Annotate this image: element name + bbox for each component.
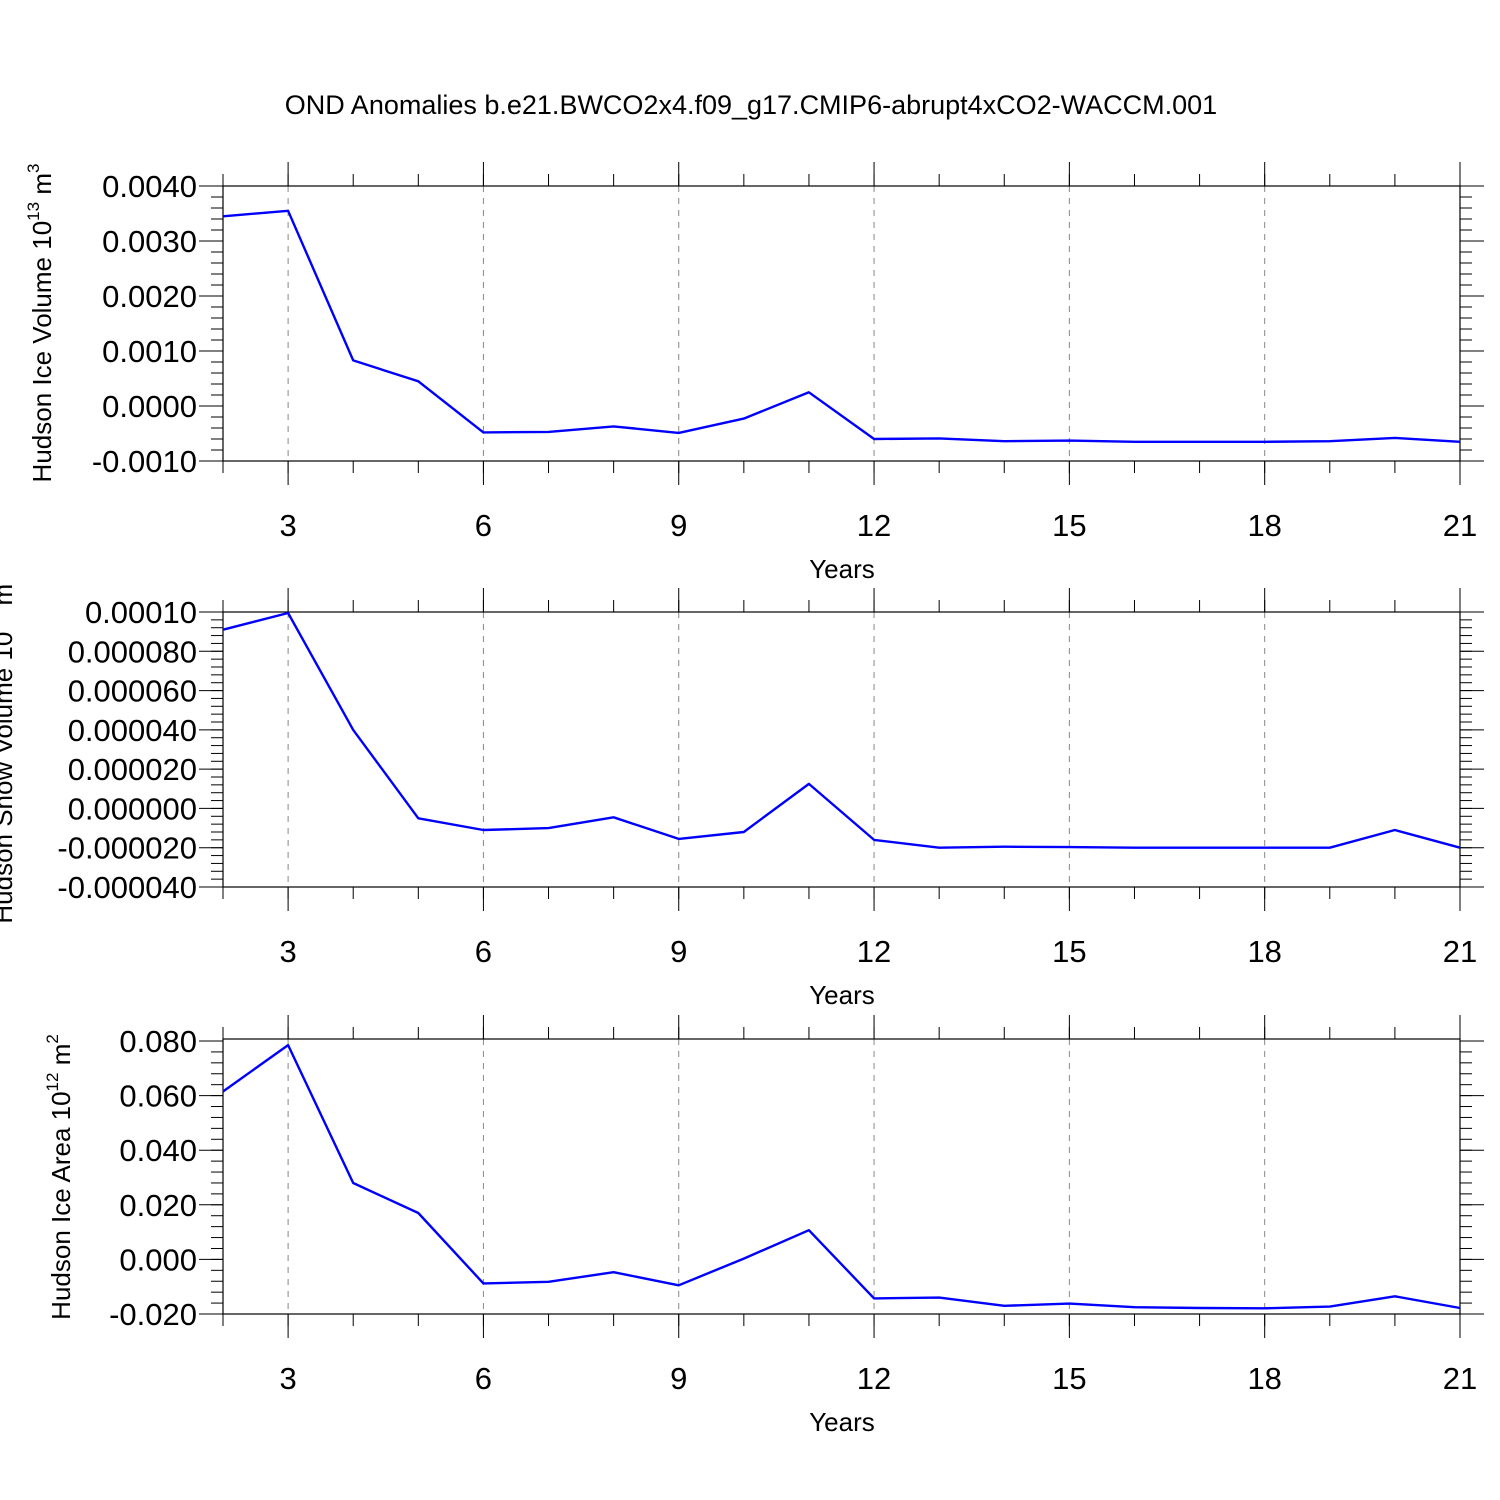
y-tick-label: 0.020 — [119, 1188, 197, 1223]
x-tick-label: 15 — [1052, 508, 1086, 543]
panel-1: 3 6 9 12 15 18 21 0.0040 0.0030 0.0020 0.0010 0.000… — [24, 162, 1484, 584]
x-tick-label: 15 — [1052, 934, 1086, 969]
y-axis-label-text: Hudson Ice Area 10 — [46, 1091, 76, 1319]
y-axis-label-text: Hudson Snow Volume 10 — [0, 632, 18, 924]
y-tick-label: 0.000000 — [68, 791, 197, 826]
x-tick-label: 6 — [475, 1361, 492, 1396]
x-tick-label: 3 — [279, 1361, 296, 1396]
y-axis-label: Hudson Ice Area 1012 m2 — [43, 1034, 76, 1320]
y-tick-label: -0.020 — [109, 1297, 197, 1332]
panel-2: 3 6 9 12 15 18 21 0.00010 0.000080 0.000060 0.0000… — [0, 574, 1484, 1010]
y-axis-label-exponent: 13 — [0, 613, 4, 632]
x-tick-label: 15 — [1052, 1361, 1086, 1396]
y-axis-label: Hudson Ice Volume 1013 m3 — [24, 164, 57, 483]
plot-frame — [222, 1038, 1461, 1315]
x-tick-label: 21 — [1443, 1361, 1477, 1396]
y-tick-label: -0.000020 — [57, 831, 197, 866]
y-axis-label-unit-exponent: 2 — [43, 1034, 62, 1043]
x-axis-label: Years — [809, 980, 875, 1010]
x-tick-label: 21 — [1443, 508, 1477, 543]
x-tick-label: 6 — [475, 934, 492, 969]
series-line — [222, 611, 1461, 849]
y-axis-label-unit-exponent: 3 — [0, 574, 4, 583]
y-tick-label: 0.000020 — [68, 752, 197, 787]
x-tick-label: 21 — [1443, 934, 1477, 969]
y-axis-label-exponent: 13 — [24, 202, 43, 221]
panel-3: 3 6 9 12 15 18 21 0.080 0.060 0.040 0.020 0.000 -0.0… — [43, 1015, 1484, 1437]
x-tick-label: 18 — [1247, 1361, 1281, 1396]
plot-frame — [222, 611, 1461, 888]
x-axis-label: Years — [809, 1407, 875, 1437]
y-tick-label: 0.080 — [119, 1024, 197, 1059]
y-tick-label: 0.060 — [119, 1079, 197, 1114]
y-tick-label: 0.040 — [119, 1133, 197, 1168]
y-tick-label: 0.000080 — [68, 634, 197, 669]
y-axis-label-unit: m — [46, 1044, 76, 1073]
y-axis-label-unit: m — [27, 173, 57, 202]
x-tick-label: 12 — [857, 508, 891, 543]
y-tick-label: 0.0010 — [102, 334, 197, 369]
series-line — [222, 209, 1461, 443]
y-tick-label: 0.0020 — [102, 279, 197, 314]
series-line — [222, 1043, 1461, 1310]
y-tick-label: -0.0010 — [92, 444, 197, 479]
y-tick-label: 0.0030 — [102, 224, 197, 259]
y-tick-label: -0.000040 — [57, 870, 197, 905]
x-tick-label: 18 — [1247, 508, 1281, 543]
x-tick-label: 6 — [475, 508, 492, 543]
y-tick-label: 0.000040 — [68, 713, 197, 748]
y-axis-label-exponent: 12 — [43, 1073, 62, 1092]
x-tick-label: 3 — [279, 934, 296, 969]
x-tick-label: 12 — [857, 934, 891, 969]
y-axis-label-unit: m — [0, 584, 18, 613]
x-tick-label: 9 — [670, 1361, 687, 1396]
x-tick-label: 12 — [857, 1361, 891, 1396]
x-tick-label: 18 — [1247, 934, 1281, 969]
x-tick-label: 9 — [670, 934, 687, 969]
x-axis-label: Years — [809, 554, 875, 584]
y-tick-label: 0.000060 — [68, 674, 197, 709]
y-tick-label: 0.0040 — [102, 169, 197, 204]
y-axis-label-unit-exponent: 3 — [24, 164, 43, 173]
y-axis-label: Hudson Snow Volume 1013 m3 — [0, 574, 18, 923]
y-axis-label-text: Hudson Ice Volume 10 — [27, 221, 57, 483]
plot-frame — [222, 185, 1461, 462]
figure-title: OND Anomalies b.e21.BWCO2x4.f09_g17.CMIP… — [285, 90, 1217, 120]
y-tick-label: 0.00010 — [85, 595, 197, 630]
y-tick-label: 0.0000 — [102, 389, 197, 424]
x-tick-label: 9 — [670, 508, 687, 543]
x-tick-label: 3 — [279, 508, 296, 543]
y-tick-label: 0.000 — [119, 1242, 197, 1277]
panels: 3 6 9 12 15 18 21 0.0040 0.0030 0.0020 0.0010 0.000… — [0, 162, 1484, 1437]
